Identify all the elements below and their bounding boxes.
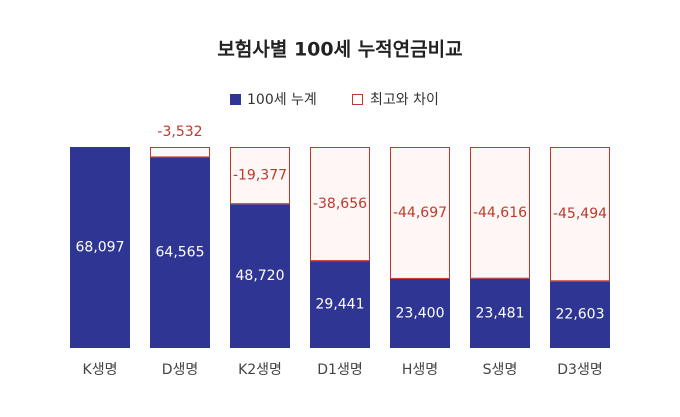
value-label: -3,532	[157, 124, 202, 140]
x-tick-label: D3생명	[557, 362, 602, 378]
value-label: -44,616	[473, 205, 527, 221]
bar-segment	[150, 147, 210, 158]
value-label: 22,603	[556, 307, 605, 323]
x-tick-label: D생명	[162, 362, 199, 378]
value-label: -45,494	[553, 206, 607, 222]
value-label: 64,565	[156, 245, 205, 261]
legend-swatch	[352, 94, 363, 105]
bar-segment	[230, 147, 290, 205]
value-label: 23,481	[476, 305, 525, 321]
bar-segment	[470, 147, 530, 279]
value-label: -38,656	[313, 196, 367, 212]
legend-swatch	[230, 94, 241, 105]
bar-segment	[310, 147, 370, 262]
value-label: 29,441	[316, 297, 365, 313]
value-label: 68,097	[76, 240, 125, 256]
bar-segment	[470, 278, 530, 348]
bar-segment	[550, 147, 610, 282]
legend-label: 100세 누계	[247, 92, 317, 108]
bar-segment	[550, 281, 610, 348]
x-tick-label: K2생명	[238, 362, 282, 378]
chart-title: 보험사별 100세 누적연금비교	[217, 39, 462, 61]
x-tick-label: K생명	[83, 362, 118, 378]
value-label: -44,697	[393, 205, 447, 221]
x-tick-label: D1생명	[317, 362, 362, 378]
value-label: 48,720	[236, 268, 285, 284]
bar-segment	[150, 157, 210, 348]
bar-segment	[70, 147, 130, 348]
bar-segment	[390, 278, 450, 348]
value-label: 23,400	[396, 305, 445, 321]
bar-segment	[390, 147, 450, 279]
value-label: -19,377	[233, 168, 287, 184]
x-tick-label: H생명	[402, 362, 438, 378]
bar-segment	[310, 261, 370, 348]
bar-segment	[230, 204, 290, 348]
x-tick-label: S생명	[483, 362, 518, 378]
legend-label: 최고와 차이	[370, 92, 439, 108]
